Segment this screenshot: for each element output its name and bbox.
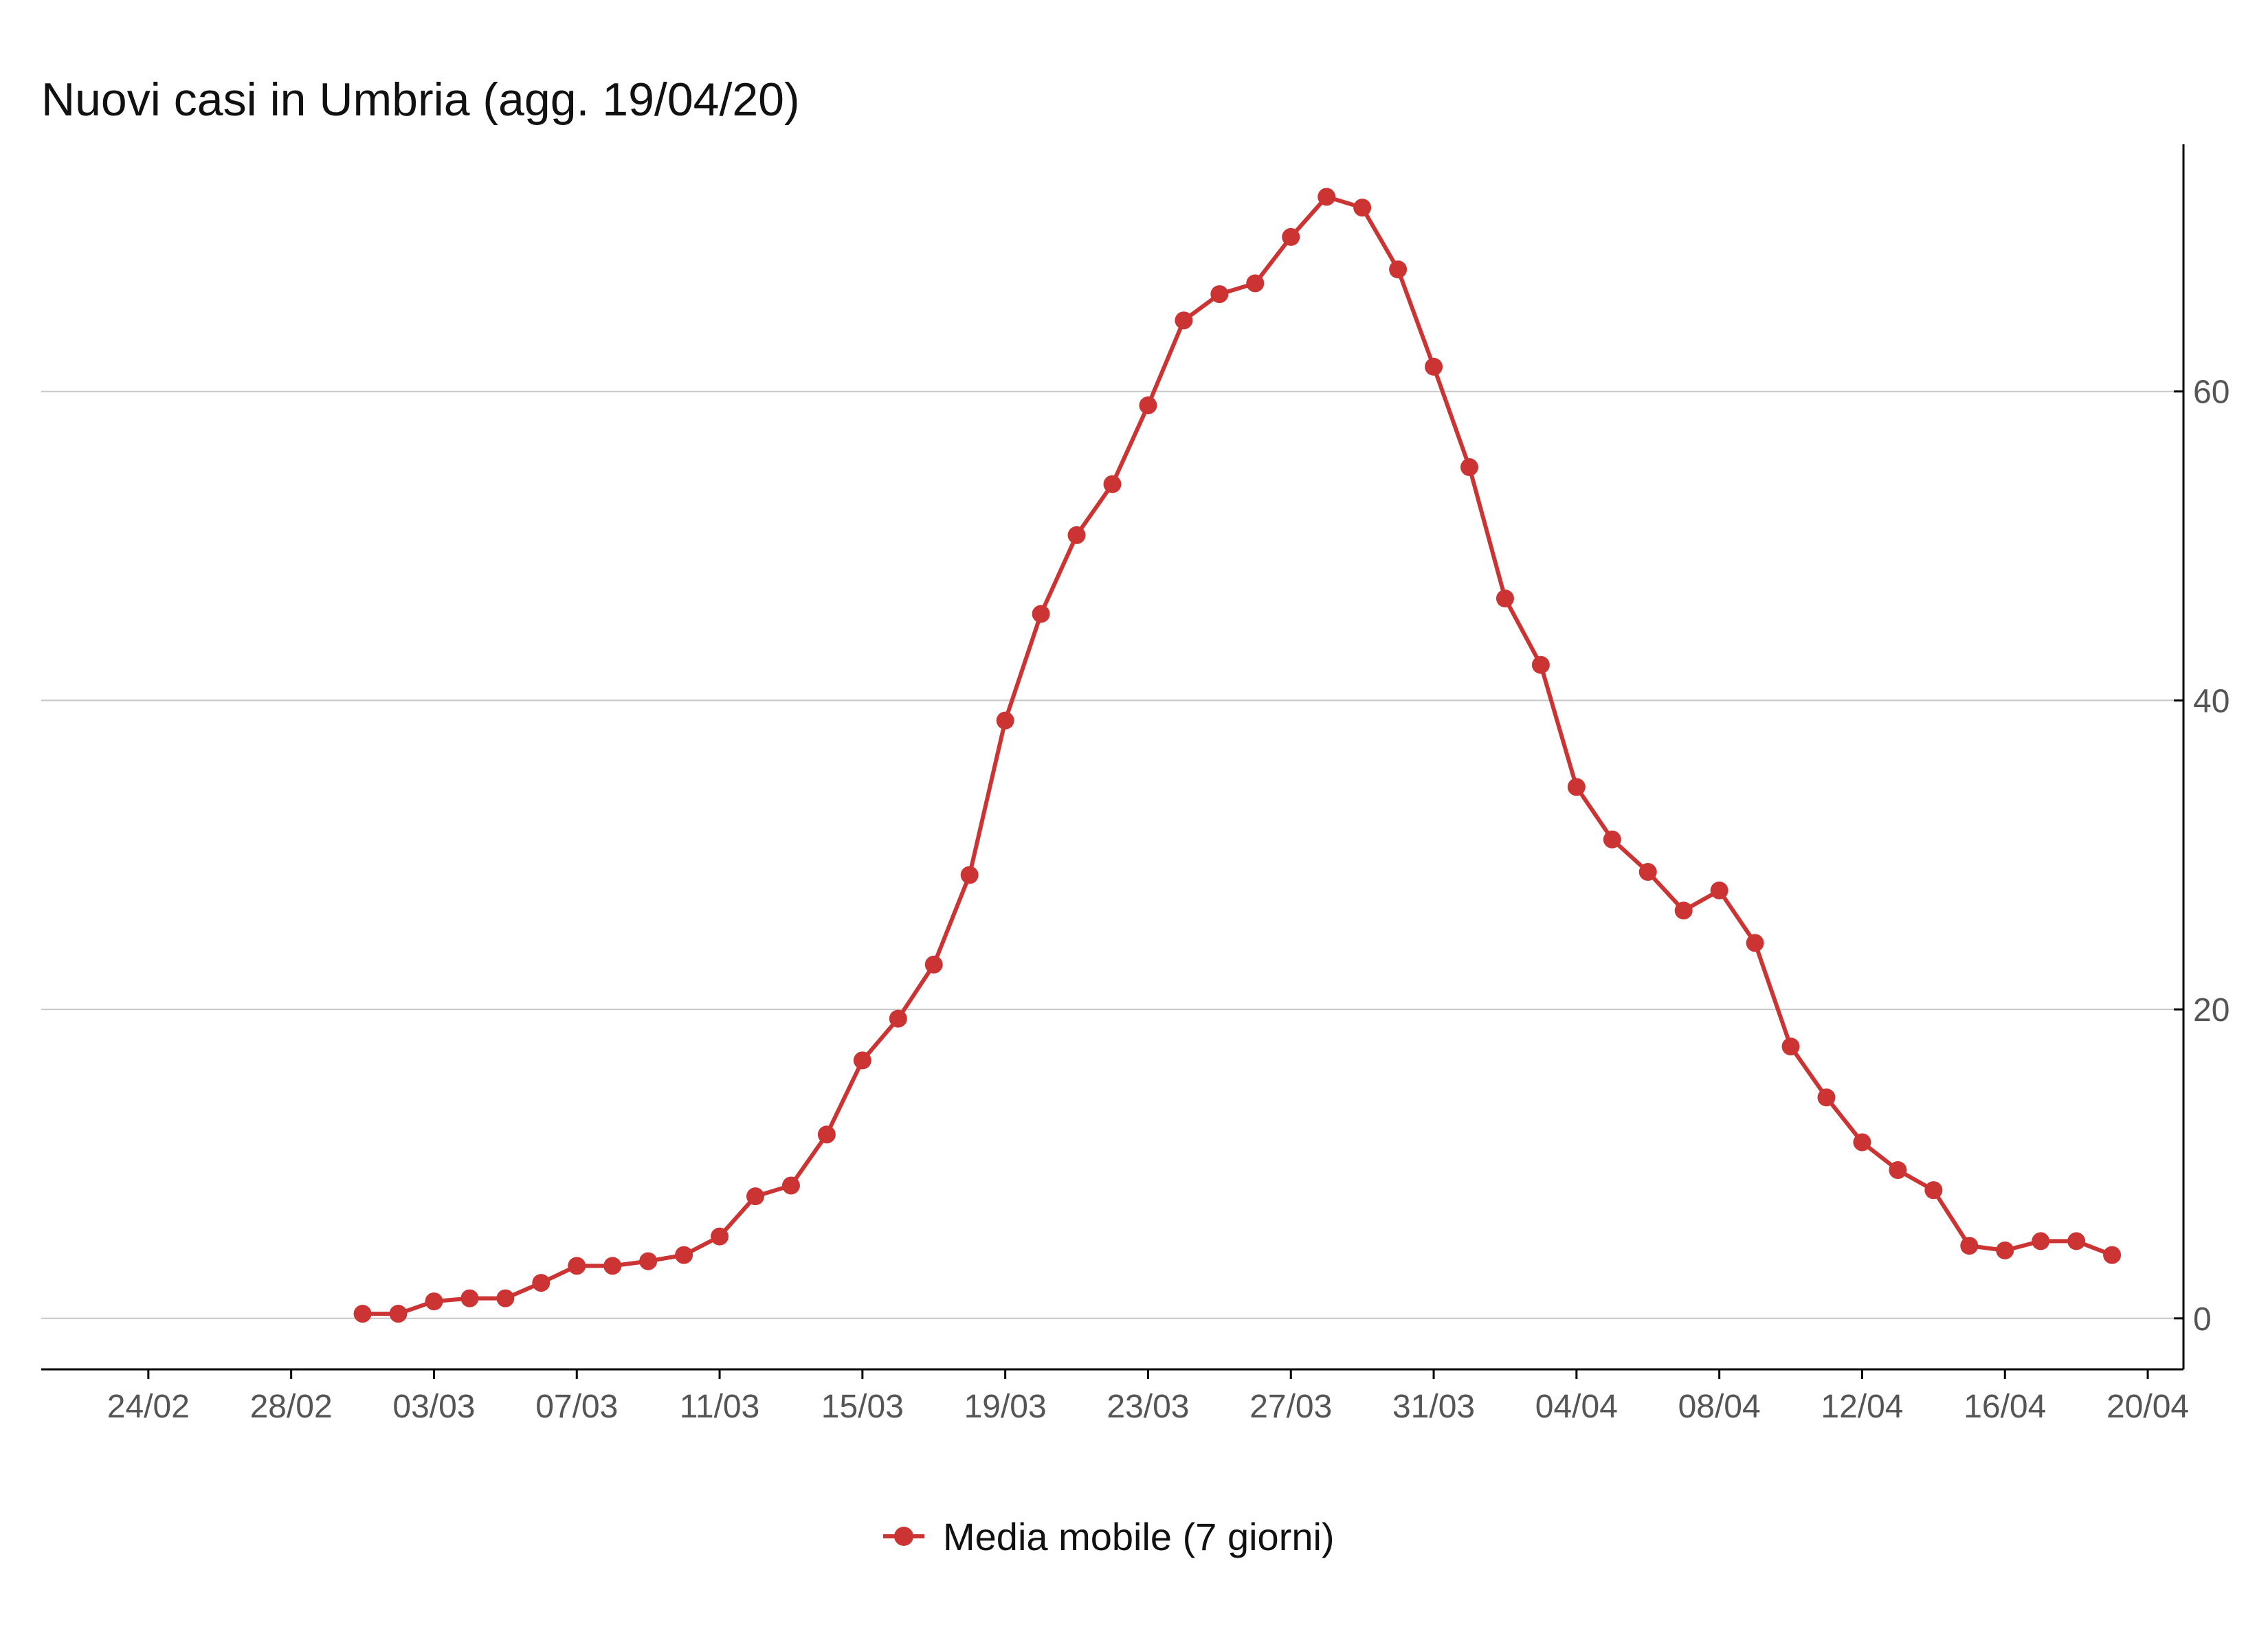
data-point	[1889, 1160, 1907, 1179]
legend: Media mobile (7 giorni)	[883, 1515, 1335, 1558]
data-point	[1853, 1133, 1871, 1152]
legend-label: Media mobile (7 giorni)	[943, 1515, 1335, 1558]
data-point	[603, 1257, 622, 1275]
y-tick-label: 20	[2193, 992, 2230, 1029]
data-point	[425, 1292, 443, 1311]
data-point	[1996, 1241, 2014, 1259]
data-point	[1389, 260, 1408, 279]
data-point	[1175, 311, 1193, 330]
data-point	[1781, 1037, 1800, 1056]
x-tick-label: 04/04	[1535, 1389, 1618, 1425]
data-point	[675, 1246, 693, 1264]
series-line	[360, 194, 2115, 1316]
y-ticks: 0 20 40 60	[2174, 374, 2230, 1338]
data-point	[1567, 778, 1586, 796]
data-point	[2032, 1232, 2050, 1250]
data-point	[1531, 655, 1550, 674]
x-tick-label: 20/04	[2106, 1389, 2189, 1425]
data-point	[1460, 458, 1478, 476]
data-point	[532, 1274, 551, 1292]
data-point	[1638, 863, 1657, 882]
x-tick-label: 15/03	[821, 1389, 904, 1425]
data-point	[996, 711, 1014, 730]
data-point	[1710, 881, 1728, 899]
y-tick-label: 60	[2193, 374, 2230, 411]
data-point	[496, 1289, 515, 1308]
x-tick-label: 23/03	[1107, 1389, 1189, 1425]
data-point	[746, 1187, 764, 1206]
data-point	[853, 1051, 871, 1070]
data-point	[2067, 1232, 2086, 1250]
data-point	[817, 1125, 836, 1144]
data-point	[639, 1252, 658, 1270]
y-tick-label: 40	[2193, 683, 2230, 719]
x-tick-label: 31/03	[1392, 1389, 1475, 1425]
data-point	[1103, 475, 1122, 493]
data-point	[711, 1227, 729, 1246]
data-point	[1603, 830, 1621, 849]
x-tick-label: 08/04	[1678, 1389, 1761, 1425]
x-ticks: 24/02 28/02 03/03 07/03 11/03 15/03 19/03 23/03…	[107, 1369, 2189, 1425]
data-point	[1425, 357, 1443, 376]
x-tick-label: 19/03	[964, 1389, 1047, 1425]
data-point	[781, 1176, 800, 1195]
y-tick-label: 0	[2193, 1301, 2212, 1338]
data-point	[960, 866, 979, 884]
x-tick-label: 03/03	[392, 1389, 475, 1425]
x-tick-label: 07/03	[535, 1389, 618, 1425]
data-point	[389, 1305, 408, 1323]
x-tick-label: 16/04	[1964, 1389, 2046, 1425]
x-tick-label: 28/02	[250, 1389, 333, 1425]
data-point	[1067, 526, 1086, 544]
data-point	[924, 955, 943, 974]
x-tick-label: 27/03	[1249, 1389, 1332, 1425]
data-point	[1246, 274, 1265, 293]
data-point	[1924, 1181, 1943, 1200]
data-point	[353, 1305, 372, 1323]
data-point	[1746, 934, 1764, 952]
data-point	[1032, 605, 1050, 623]
gridlines	[41, 390, 2183, 1319]
data-point	[568, 1257, 586, 1275]
data-point	[460, 1289, 479, 1308]
data-point	[1282, 227, 1300, 246]
data-point	[2103, 1246, 2122, 1264]
legend-marker-swatch	[894, 1527, 913, 1546]
data-point	[889, 1009, 907, 1028]
series-group	[353, 188, 2122, 1323]
data-point	[1674, 901, 1693, 920]
chart-title: Nuovi casi in Umbria (agg. 19/04/20)	[41, 74, 800, 126]
axes	[41, 144, 2185, 1371]
data-point	[1496, 590, 1514, 608]
data-point	[1139, 396, 1157, 414]
x-tick-label: 11/03	[680, 1389, 760, 1425]
x-tick-label: 12/04	[1821, 1389, 1903, 1425]
data-point	[1817, 1088, 1836, 1107]
data-point	[1960, 1237, 1979, 1255]
data-point	[1353, 199, 1372, 217]
x-tick-label: 24/02	[107, 1389, 190, 1425]
data-point	[1210, 285, 1229, 304]
data-point	[1318, 188, 1336, 206]
